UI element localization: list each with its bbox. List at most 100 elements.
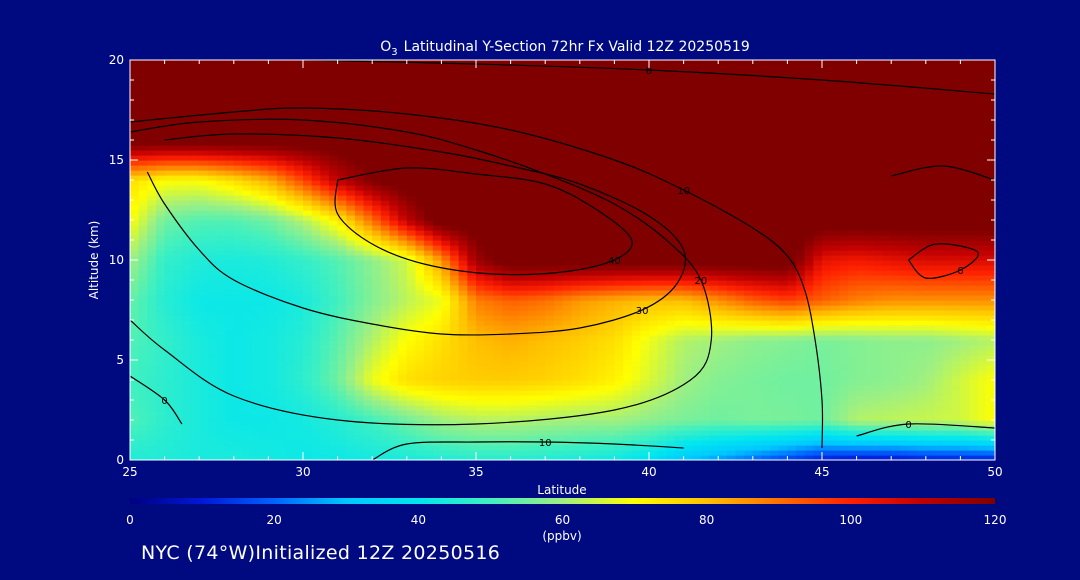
heatmap-cell	[406, 445, 417, 451]
heatmap-cell	[147, 440, 157, 446]
heatmap-cell	[493, 445, 503, 451]
heatmap-cell	[735, 210, 745, 216]
heatmap-cell	[597, 405, 607, 411]
heatmap-cell	[683, 425, 693, 431]
heatmap-cell	[614, 285, 624, 291]
heatmap-cell	[484, 300, 494, 306]
heatmap-cell	[225, 285, 235, 291]
heatmap-cell	[130, 230, 140, 236]
heatmap-cell	[908, 395, 918, 401]
heatmap-cell	[692, 310, 702, 316]
heatmap-cell	[484, 345, 494, 351]
heatmap-cell	[614, 245, 624, 251]
heatmap-cell	[674, 245, 685, 251]
heatmap-cell	[683, 380, 693, 386]
heatmap-cell	[363, 275, 373, 281]
heatmap-cell	[571, 360, 581, 366]
heatmap-cell	[138, 210, 148, 216]
heatmap-cell	[951, 350, 961, 356]
heatmap-cell	[199, 365, 209, 371]
heatmap-cell	[337, 360, 347, 366]
heatmap-cell	[571, 210, 581, 216]
heatmap-cell	[804, 440, 814, 446]
heatmap-cell	[969, 315, 979, 321]
heatmap-cell	[519, 425, 529, 431]
heatmap-cell	[415, 350, 425, 356]
heatmap-cell	[796, 350, 806, 356]
heatmap-cell	[372, 300, 382, 306]
heatmap-cell	[424, 390, 434, 396]
heatmap-cell	[770, 325, 780, 331]
heatmap-cell	[527, 245, 538, 251]
heatmap-cell	[199, 380, 209, 386]
heatmap-cell	[484, 340, 494, 346]
heatmap-cell	[562, 380, 572, 386]
heatmap-cell	[130, 350, 140, 356]
heatmap-cell	[813, 285, 823, 291]
heatmap-cell	[631, 255, 641, 261]
heatmap-cell	[432, 370, 442, 376]
heatmap-cell	[510, 415, 520, 421]
heatmap-cell	[337, 455, 347, 460]
heatmap-cell	[614, 325, 624, 331]
heatmap-cell	[354, 245, 365, 251]
heatmap-cell	[268, 335, 278, 341]
heatmap-cell	[251, 220, 261, 226]
heatmap-cell	[899, 290, 910, 296]
heatmap-cell	[277, 230, 287, 236]
heatmap-cell	[268, 410, 278, 416]
heatmap-cell	[683, 290, 693, 296]
heatmap-cell	[320, 445, 330, 451]
heatmap-cell	[726, 380, 737, 386]
heatmap-cell	[839, 410, 849, 416]
heatmap-cell	[130, 370, 140, 376]
heatmap-cell	[207, 300, 218, 306]
heatmap-cell	[181, 425, 192, 431]
heatmap-cell	[847, 305, 858, 311]
heatmap-cell	[614, 340, 624, 346]
heatmap-cell	[190, 380, 200, 386]
heatmap-cell	[406, 395, 417, 401]
heatmap-cell	[830, 260, 840, 266]
heatmap-cell	[432, 420, 442, 426]
heatmap-cell	[917, 255, 927, 261]
heatmap-cell	[778, 350, 788, 356]
heatmap-cell	[328, 415, 339, 421]
heatmap-cell	[796, 235, 806, 241]
heatmap-cell	[510, 280, 520, 286]
heatmap-cell	[839, 215, 849, 221]
heatmap-cell	[951, 405, 961, 411]
heatmap-cell	[657, 240, 667, 246]
heatmap-cell	[891, 275, 901, 281]
heatmap-cell	[441, 450, 451, 456]
heatmap-cell	[917, 275, 927, 281]
heatmap-cell	[735, 355, 745, 361]
heatmap-cell	[951, 365, 961, 371]
heatmap-cell	[406, 325, 417, 331]
heatmap-cell	[441, 320, 451, 326]
heatmap-cell	[588, 295, 598, 301]
heatmap-cell	[510, 390, 520, 396]
heatmap-cell	[969, 310, 979, 316]
heatmap-cell	[173, 225, 183, 231]
heatmap-cell	[623, 340, 633, 346]
heatmap-cell	[519, 390, 529, 396]
heatmap-cell	[761, 270, 771, 276]
heatmap-cell	[917, 220, 927, 226]
heatmap-cell	[865, 350, 875, 356]
heatmap-cell	[553, 410, 564, 416]
heatmap-cell	[450, 230, 460, 236]
heatmap-cell	[692, 335, 702, 341]
heatmap-cell	[406, 430, 417, 436]
heatmap-cell	[562, 435, 572, 441]
heatmap-cell	[674, 370, 685, 376]
heatmap-cell	[631, 305, 641, 311]
heatmap-cell	[432, 290, 442, 296]
heatmap-cell	[259, 365, 269, 371]
heatmap-cell	[294, 450, 304, 456]
heatmap-cell	[216, 280, 226, 286]
heatmap-cell	[207, 325, 218, 331]
heatmap-cell	[640, 250, 650, 256]
heatmap-cell	[519, 415, 529, 421]
heatmap-cell	[813, 245, 823, 251]
